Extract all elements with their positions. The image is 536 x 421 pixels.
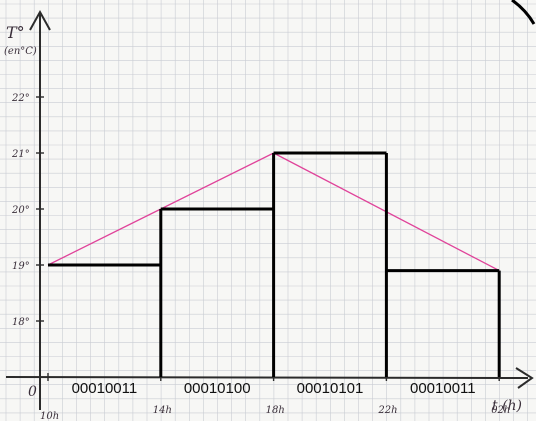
binary-code-label: 00010011 [72,380,138,397]
x-tick-label: 10h [40,411,59,421]
binary-code-label: 00010011 [410,380,476,397]
x-axis-label: t (h) [492,398,522,414]
y-tick-label: 22° [11,93,30,104]
x-tick-label: 14h [153,405,172,416]
y-tick-label: 20° [11,205,30,216]
x-tick-label: 02h [491,405,510,416]
y-axis-label: T° [6,23,25,42]
y-tick-label: 19° [12,261,30,272]
origin-label: 0 [28,384,37,400]
y-axis-arrow [29,9,51,31]
x-axis-line [5,376,529,379]
series [47,151,501,377]
y-tick-label: 18° [12,317,30,328]
x-tick-label: 22h [377,405,397,416]
corner-curve [511,0,536,25]
x-tick-label: 18h [266,405,285,416]
binary-code-label: 00010100 [184,380,251,397]
x-axis-arrow [515,367,534,389]
y-axis-unit: (en°C) [4,46,37,57]
binary-codes: 00010011 00010100 00010101 00010011 [72,380,476,397]
y-tick-label: 21° [11,149,30,160]
y-ticks: 18° 19° 20° 21° 22° [11,93,44,328]
axes [5,0,536,410]
binary-code-label: 00010101 [297,380,364,397]
